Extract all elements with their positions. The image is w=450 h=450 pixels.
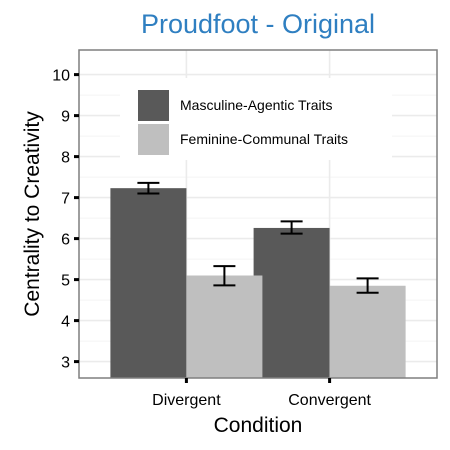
chart-title: Proudfoot - Original — [141, 9, 375, 39]
x-tick-label: Divergent — [152, 392, 221, 409]
y-tick-label: 8 — [61, 150, 70, 167]
y-tick-label: 7 — [61, 191, 70, 208]
y-tick-label: 5 — [61, 273, 70, 290]
error-bars-layer — [137, 181, 379, 294]
x-tick-label: Convergent — [288, 392, 371, 409]
y-tick-label: 4 — [61, 314, 70, 331]
legend-key-feminine — [138, 124, 169, 155]
x-axis: Divergent Convergent — [152, 378, 372, 409]
bar-masculine-divergent — [110, 188, 187, 378]
y-axis-title: Centrality to Creativity — [21, 111, 44, 317]
bar-feminine-convergent — [329, 285, 406, 378]
plot-panel-border — [78, 49, 438, 379]
legend-label-feminine: Feminine-Communal Traits — [180, 131, 348, 147]
legend-label-masculine: Masculine-Agentic Traits — [180, 97, 333, 113]
y-tick-label: 10 — [52, 68, 70, 85]
error-bar — [137, 181, 160, 195]
bar-masculine-convergent — [253, 227, 330, 378]
error-bar — [280, 220, 303, 235]
bar-feminine-divergent — [186, 275, 263, 378]
error-bar — [213, 265, 236, 287]
y-tick-label: 9 — [61, 109, 70, 126]
error-bar — [356, 277, 379, 294]
y-tick-label: 3 — [61, 355, 70, 372]
y-axis: 3 4 5 6 7 8 9 10 — [52, 68, 79, 372]
y-tick-label: 6 — [61, 232, 70, 249]
bars-layer — [110, 188, 406, 378]
legend: Masculine-Agentic Traits Feminine-Communa… — [120, 78, 392, 160]
legend-key-masculine — [138, 90, 169, 121]
x-axis-title: Condition — [214, 414, 303, 437]
